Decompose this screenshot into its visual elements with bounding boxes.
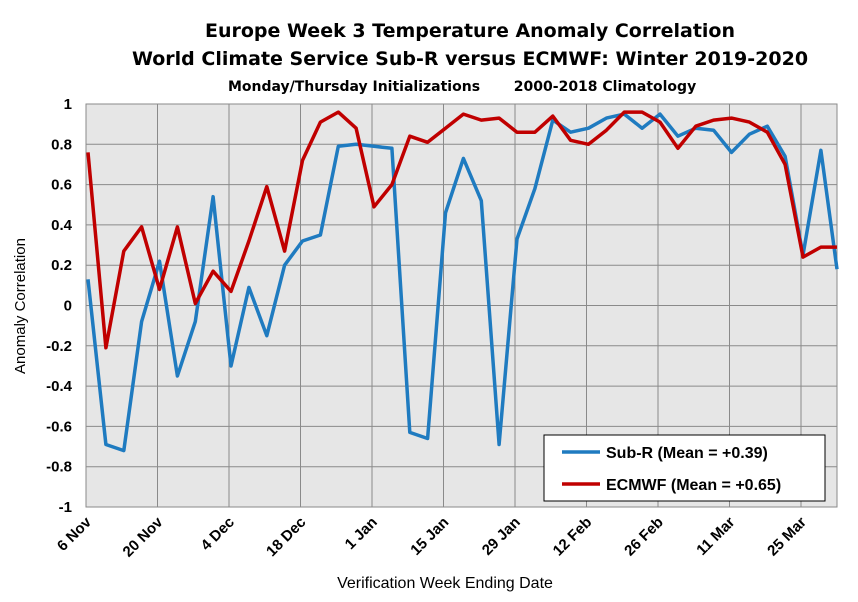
- x-tick-label: 15 Jan: [407, 514, 452, 559]
- x-axis-label: Verification Week Ending Date: [337, 575, 553, 592]
- y-tick-labels: 1 0.8 0.6 0.4 0.2 0 -0.2 -0.4 -0.6 -0.8 -1: [46, 96, 73, 516]
- x-tick-label: 29 Jan: [479, 514, 524, 559]
- chart-subtitle-climatology: 2000-2018 Climatology: [514, 79, 696, 95]
- x-tick-label: 25 Mar: [764, 514, 810, 560]
- x-tick-label: 1 Jan: [342, 514, 381, 553]
- x-tick-label: 11 Mar: [693, 514, 738, 559]
- y-tick-label: -0.2: [46, 338, 72, 355]
- y-tick-label: 0.2: [51, 257, 72, 274]
- series-lines: [86, 110, 839, 453]
- x-tick-label: 4 Dec: [198, 514, 238, 554]
- y-tick-label: 0.8: [51, 136, 72, 153]
- y-tick-label: 0.6: [51, 177, 72, 194]
- legend-label-sub-r: Sub-R (Mean = +0.39): [606, 445, 768, 462]
- series-line-sub-r: [86, 112, 839, 453]
- x-tick-labels: 6 Nov 20 Nov 4 Dec 18 Dec 1 Jan 15 Jan 29 Jan 1…: [54, 513, 810, 560]
- x-tick-label: 12 Feb: [550, 514, 596, 560]
- y-axis-label: Anomaly Correlation: [12, 238, 29, 374]
- legend: Sub-R (Mean = +0.39) ECMWF (Mean = +0.65…: [543, 434, 826, 502]
- x-tick-label: 26 Feb: [621, 514, 667, 560]
- y-tick-label: 0.4: [51, 217, 73, 234]
- y-tick-label: 0: [64, 298, 72, 315]
- y-tick-label: -0.4: [46, 378, 73, 395]
- chart-title: Europe Week 3 Temperature Anomaly Correl…: [205, 20, 735, 42]
- y-tick-label: 1: [64, 96, 72, 113]
- chart-subtitle-initializations: Monday/Thursday Initializations: [228, 79, 480, 95]
- legend-label-ecmwf: ECMWF (Mean = +0.65): [606, 477, 781, 494]
- y-tick-label: -0.8: [46, 459, 72, 476]
- grid: [85, 103, 837, 508]
- x-tick-label: 18 Dec: [263, 514, 309, 560]
- y-tick-label: -1: [59, 499, 72, 516]
- x-tick-label: 20 Nov: [120, 513, 167, 560]
- chart-subtitle: World Climate Service Sub-R versus ECMWF…: [132, 48, 808, 70]
- y-tick-label: -0.6: [46, 418, 72, 435]
- x-tick-label: 6 Nov: [54, 513, 95, 554]
- legend-box: [543, 434, 826, 502]
- series-line-ecmwf: [86, 110, 837, 350]
